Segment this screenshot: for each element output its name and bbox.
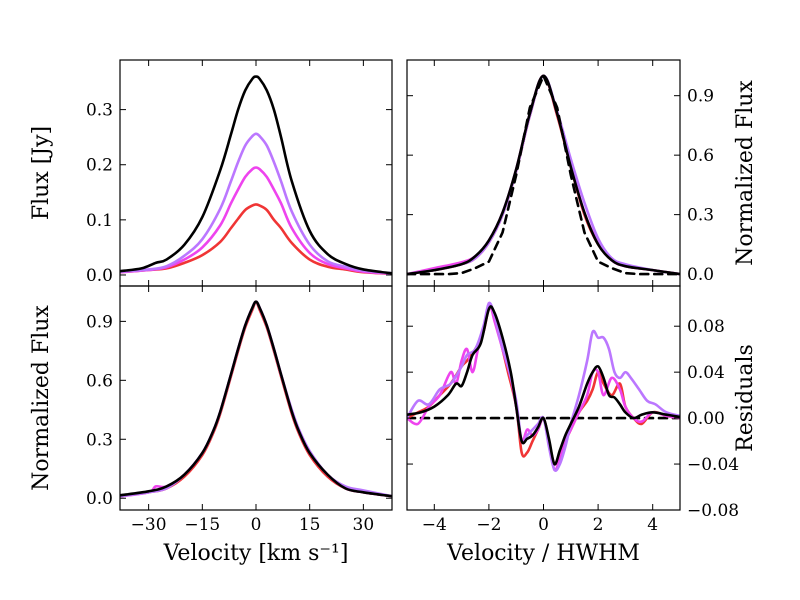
series-group <box>407 74 680 276</box>
y-axis-label: Normalized Flux <box>29 305 54 491</box>
series-line-purple <box>120 300 392 498</box>
series-line-black <box>407 305 680 466</box>
series-line-gaussian <box>407 74 680 276</box>
y-tick-label: 0.6 <box>86 371 113 391</box>
axes-frame <box>406 59 681 287</box>
y-tick-label: 0.9 <box>86 312 113 332</box>
series-line-red <box>120 300 392 498</box>
x-tick-label: 4 <box>647 515 658 535</box>
y-tick-label: 0.1 <box>86 211 113 231</box>
y-axis-label: Normalized Flux <box>733 80 758 266</box>
panel-bottom-left-normalized: −30 −15 0 15 30 0.0 0.3 0.6 0.9 Normalized Flux Ve… <box>29 285 393 566</box>
series-line-purple <box>120 132 392 275</box>
x-axis-label: Velocity / HWHM <box>446 541 640 566</box>
y-tick-label: 0.3 <box>687 206 714 226</box>
series-line-red <box>120 203 392 276</box>
panel-top-left-flux: 0.0 0.1 0.2 0.3 Flux [Jy] <box>29 59 393 287</box>
series-line-purple <box>407 301 680 472</box>
x-tick-label: 0 <box>538 515 549 535</box>
panel-top-right-normalized: 0.0 0.3 0.6 0.9 Normalized Flux <box>406 59 758 287</box>
series-line-black <box>120 300 392 498</box>
x-tick-label: 30 <box>353 515 375 535</box>
series-group <box>120 75 392 276</box>
y-tick-label: 0.0 <box>86 266 113 286</box>
panel-bottom-right-residuals: −4 −2 0 2 4 −0.08 −0.04 0.00 0.04 0.08 Residuals Ve… <box>406 285 758 566</box>
y-tick-label: 0.2 <box>86 156 113 176</box>
axes-frame <box>119 285 393 511</box>
axes-frame <box>119 59 393 287</box>
series-group <box>120 300 392 498</box>
series-line-black <box>120 75 392 275</box>
x-tick-label: 15 <box>299 515 321 535</box>
x-axis-label: Velocity [km s⁻¹] <box>163 541 349 566</box>
x-tick-label: 2 <box>593 515 604 535</box>
y-tick-label: 0.9 <box>687 87 714 107</box>
x-tick-label: −30 <box>131 515 167 535</box>
series-line-black <box>407 74 680 276</box>
x-tick-label: −4 <box>422 515 447 535</box>
y-tick-label: 0.04 <box>687 363 725 383</box>
y-tick-label: 0.3 <box>86 430 113 450</box>
y-tick-label: 0.08 <box>687 317 725 337</box>
series-line-magenta <box>407 74 680 276</box>
y-tick-label: 0.3 <box>86 101 113 121</box>
y-axis-label: Residuals <box>733 344 758 452</box>
y-tick-label: −0.04 <box>687 455 739 475</box>
series-line-red <box>407 74 680 276</box>
axes-frame <box>406 285 681 511</box>
y-tick-label: 0.00 <box>687 409 725 429</box>
y-axis-label: Flux [Jy] <box>29 126 54 220</box>
y-tick-label: 0.0 <box>86 489 113 509</box>
y-tick-label: −0.08 <box>687 501 739 521</box>
series-line-magenta <box>120 166 392 276</box>
x-tick-label: 0 <box>251 515 262 535</box>
series-line-purple <box>407 74 680 276</box>
x-tick-label: −2 <box>476 515 501 535</box>
x-tick-label: −15 <box>184 515 220 535</box>
series-group <box>407 301 680 472</box>
y-tick-label: 0.0 <box>687 265 714 285</box>
series-line-magenta <box>120 300 392 498</box>
y-tick-label: 0.6 <box>687 146 714 166</box>
